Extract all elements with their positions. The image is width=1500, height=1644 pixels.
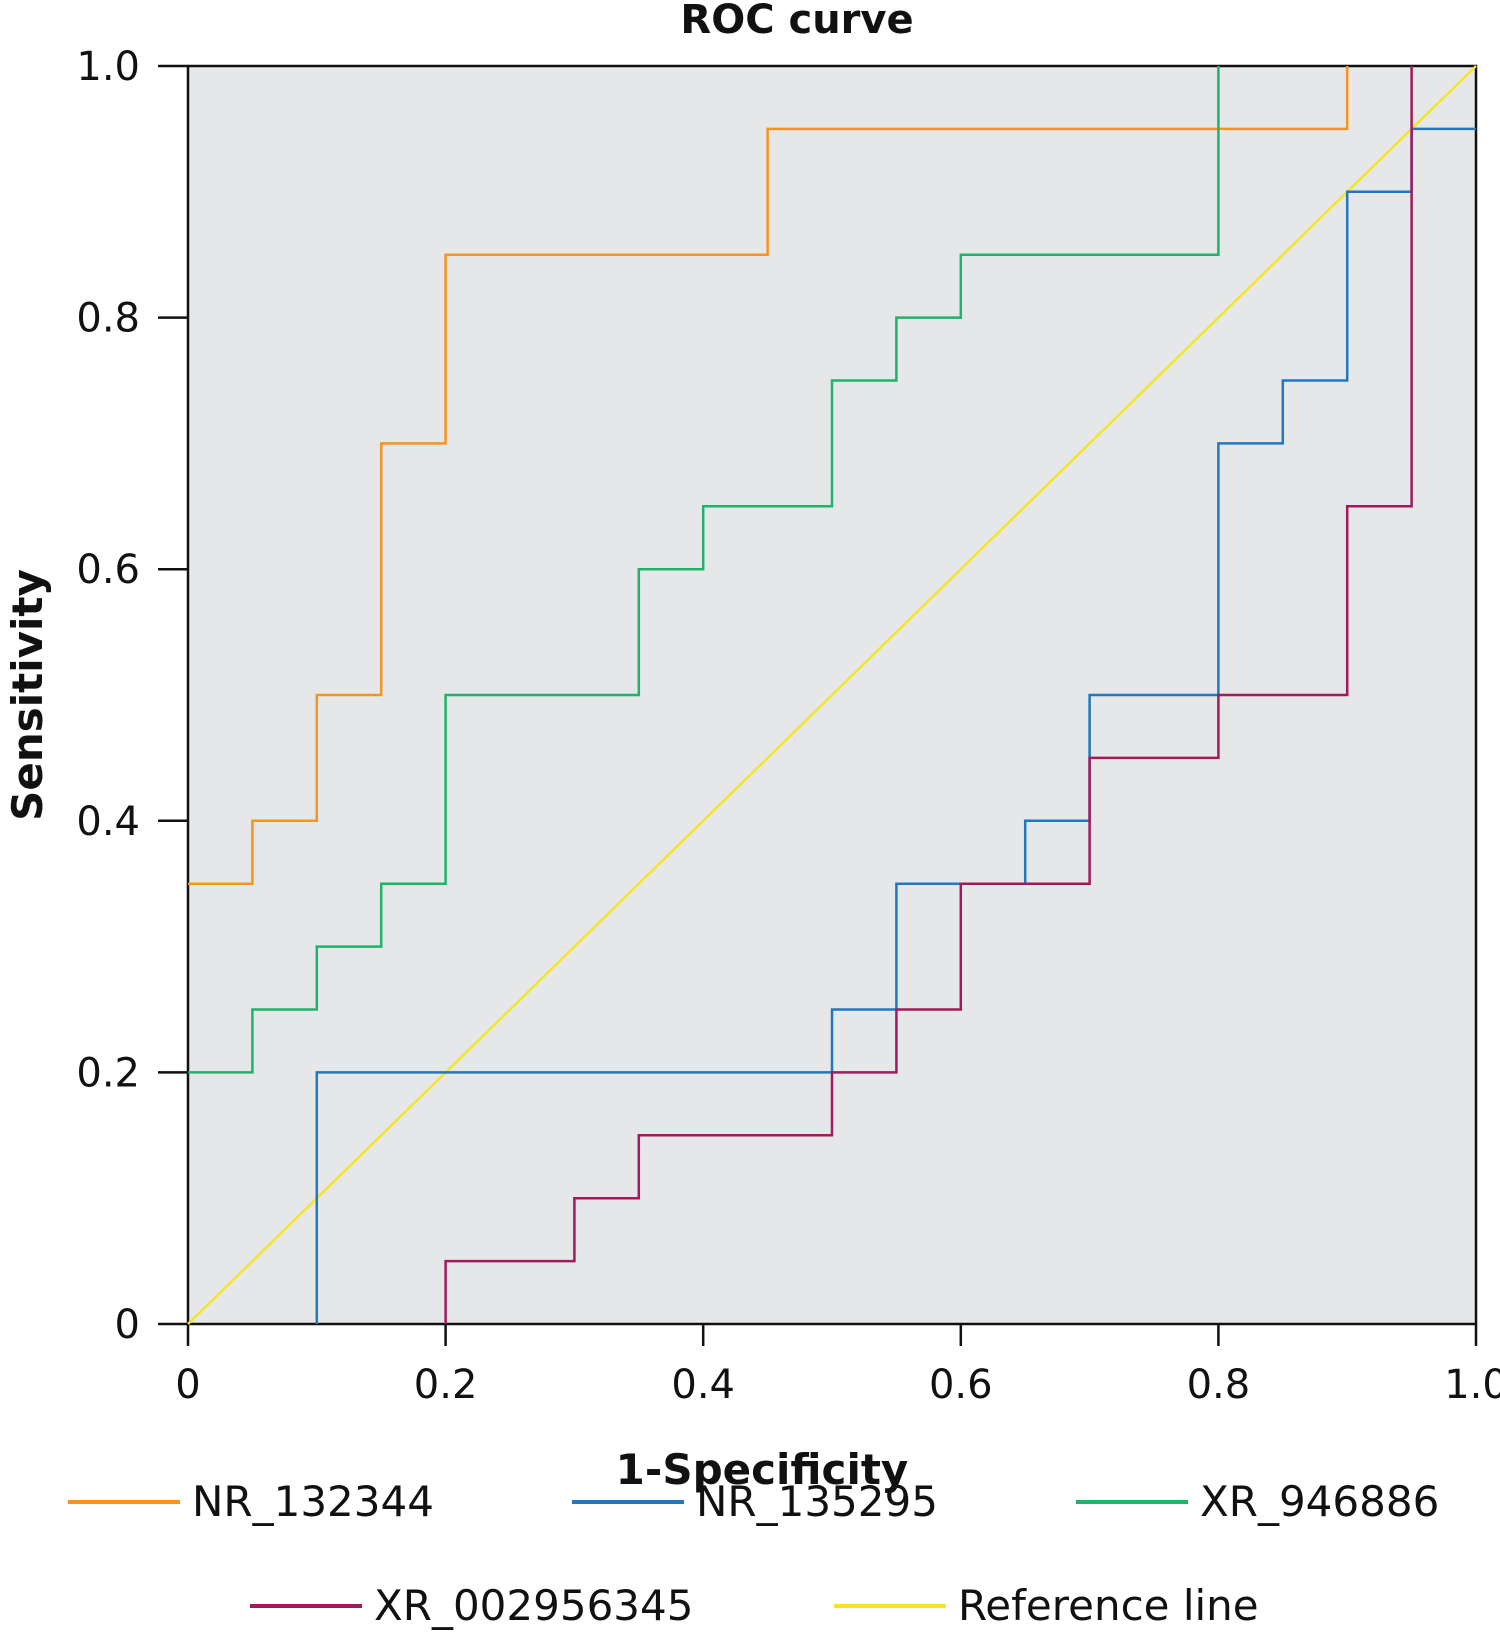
legend-label: NR_132344 bbox=[192, 1477, 434, 1526]
y-tick-label: 0.4 bbox=[76, 799, 140, 845]
y-axis: 0 0.2 0.4 0.6 0.8 1.0 bbox=[76, 44, 188, 1348]
legend-label: XR_946886 bbox=[1200, 1477, 1439, 1526]
legend-label: XR_002956345 bbox=[374, 1581, 693, 1630]
y-tick-label: 0.6 bbox=[76, 547, 140, 593]
y-tick-label: 0.2 bbox=[76, 1050, 140, 1096]
legend: NR_132344 NR_135295 XR_946886 XR_002956345 R… bbox=[68, 1477, 1439, 1630]
series-line-reference-line bbox=[187, 65, 1477, 1325]
series-line-xr-002956345 bbox=[444, 66, 1413, 1324]
legend-item-xr-946886: XR_946886 bbox=[1076, 1477, 1439, 1526]
legend-label: Reference line bbox=[958, 1581, 1259, 1630]
x-tick-label: 0.4 bbox=[671, 1362, 735, 1408]
x-tick-label: 0.6 bbox=[929, 1362, 993, 1408]
series-line-xr-946886 bbox=[188, 66, 1220, 1074]
series-layer bbox=[187, 65, 1477, 1325]
legend-item-reference-line: Reference line bbox=[834, 1581, 1259, 1630]
y-tick-label: 0 bbox=[115, 1302, 140, 1348]
x-tick-label: 0.8 bbox=[1187, 1362, 1251, 1408]
x-axis-title: 1-Specificity bbox=[616, 1445, 909, 1494]
x-tick-label: 0 bbox=[175, 1362, 200, 1408]
series-line-nr-132344 bbox=[188, 66, 1349, 885]
y-axis-title: Sensitivity bbox=[3, 569, 52, 821]
series-line-nr-135295 bbox=[315, 127, 1476, 1324]
legend-item-xr-002956345: XR_002956345 bbox=[250, 1581, 693, 1630]
chart-title: ROC curve bbox=[680, 0, 913, 43]
x-tick-label: 1.0 bbox=[1444, 1362, 1500, 1408]
x-tick-label: 0.2 bbox=[414, 1362, 478, 1408]
y-tick-label: 1.0 bbox=[76, 44, 140, 90]
legend-item-nr-132344: NR_132344 bbox=[68, 1477, 434, 1526]
x-axis: 0 0.2 0.4 0.6 0.8 1.0 bbox=[175, 1324, 1500, 1408]
y-tick-label: 0.8 bbox=[76, 296, 140, 342]
legend-label: NR_135295 bbox=[696, 1477, 938, 1526]
legend-item-nr-135295: NR_135295 bbox=[572, 1477, 938, 1526]
